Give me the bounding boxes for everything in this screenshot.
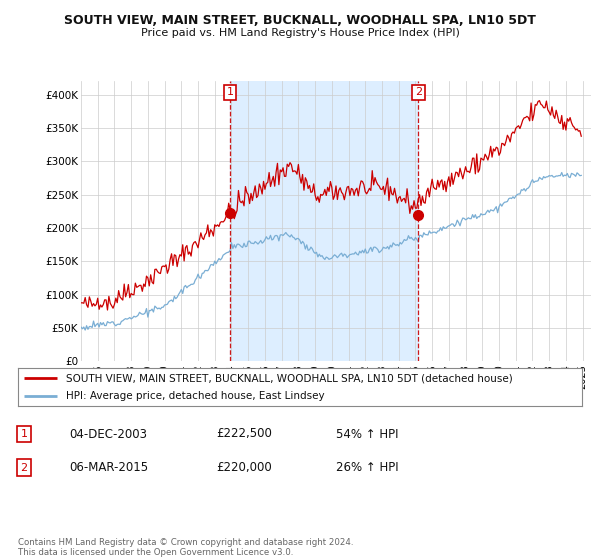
Text: Price paid vs. HM Land Registry's House Price Index (HPI): Price paid vs. HM Land Registry's House … [140, 28, 460, 38]
Text: HPI: Average price, detached house, East Lindsey: HPI: Average price, detached house, East… [66, 391, 325, 401]
Bar [230, 81, 418, 361]
Text: 54% ↑ HPI: 54% ↑ HPI [336, 427, 398, 441]
Text: 26% ↑ HPI: 26% ↑ HPI [336, 461, 398, 474]
Text: Contains HM Land Registry data © Crown copyright and database right 2024.
This d: Contains HM Land Registry data © Crown c… [18, 538, 353, 557]
Text: SOUTH VIEW, MAIN STREET, BUCKNALL, WOODHALL SPA, LN10 5DT: SOUTH VIEW, MAIN STREET, BUCKNALL, WOODH… [64, 14, 536, 27]
Text: 2: 2 [415, 87, 422, 97]
Text: 04-DEC-2003: 04-DEC-2003 [69, 427, 147, 441]
Text: 1: 1 [227, 87, 233, 97]
Text: 2: 2 [20, 463, 28, 473]
Text: 1: 1 [20, 429, 28, 439]
Text: 06-MAR-2015: 06-MAR-2015 [69, 461, 148, 474]
Text: £220,000: £220,000 [216, 461, 272, 474]
Text: SOUTH VIEW, MAIN STREET, BUCKNALL, WOODHALL SPA, LN10 5DT (detached house): SOUTH VIEW, MAIN STREET, BUCKNALL, WOODH… [66, 373, 512, 383]
Text: £222,500: £222,500 [216, 427, 272, 441]
